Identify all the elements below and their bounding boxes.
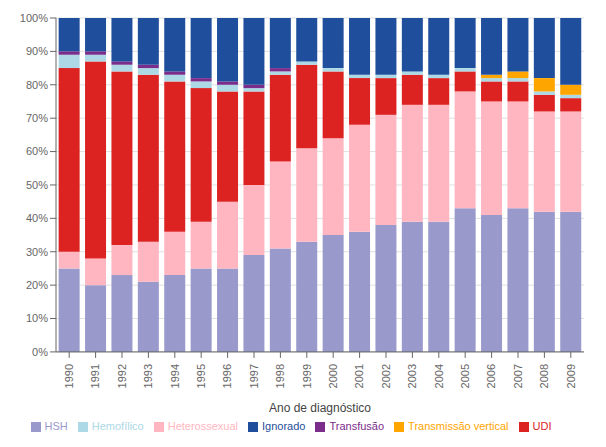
svg-text:40%: 40% xyxy=(26,212,48,224)
svg-text:2001: 2001 xyxy=(353,364,365,388)
svg-text:80%: 80% xyxy=(26,79,48,91)
svg-text:10%: 10% xyxy=(26,312,48,324)
html-text:Heterossexual: Heterossexual xyxy=(167,419,238,432)
svg-text:1994: 1994 xyxy=(169,364,181,388)
svg-text:2004: 2004 xyxy=(433,364,445,388)
svg-text:1996: 1996 xyxy=(221,364,233,388)
svg-text:30%: 30% xyxy=(26,246,48,258)
svg-text:2005: 2005 xyxy=(459,364,471,388)
svg-text:0%: 0% xyxy=(32,346,48,358)
svg-text:Ano de diagnóstico: Ano de diagnóstico xyxy=(269,401,371,415)
svg-text:1991: 1991 xyxy=(89,364,101,388)
svg-text:2002: 2002 xyxy=(380,364,392,388)
html-text:Hemofílico: Hemofílico xyxy=(91,419,144,432)
html-text:Transfusão: Transfusão xyxy=(329,419,385,432)
svg-text:1993: 1993 xyxy=(142,364,154,388)
svg-text:2000: 2000 xyxy=(327,364,339,388)
svg-text:70%: 70% xyxy=(26,112,48,124)
html-text:Ignorado: Ignorado xyxy=(262,419,306,432)
svg-text:1990: 1990 xyxy=(63,364,75,388)
svg-text:1999: 1999 xyxy=(301,364,313,388)
svg-text:2009: 2009 xyxy=(565,364,577,388)
svg-text:2006: 2006 xyxy=(485,364,497,388)
html-text:Transmissão vertical: Transmissão vertical xyxy=(408,419,509,432)
svg-text:2003: 2003 xyxy=(406,364,418,388)
svg-text:50%: 50% xyxy=(26,179,48,191)
svg-text:1997: 1997 xyxy=(248,364,260,388)
svg-text:90%: 90% xyxy=(26,45,48,57)
svg-text:60%: 60% xyxy=(26,145,48,157)
svg-text:1995: 1995 xyxy=(195,364,207,388)
svg-text:1998: 1998 xyxy=(274,364,286,388)
html-text:UDI: UDI xyxy=(532,419,552,432)
svg-text:20%: 20% xyxy=(26,279,48,291)
svg-text:2007: 2007 xyxy=(512,364,524,388)
svg-text:2008: 2008 xyxy=(538,364,550,388)
html-text:HSH: HSH xyxy=(44,419,68,432)
svg-text:100%: 100% xyxy=(20,12,48,24)
svg-text:1992: 1992 xyxy=(116,364,128,388)
